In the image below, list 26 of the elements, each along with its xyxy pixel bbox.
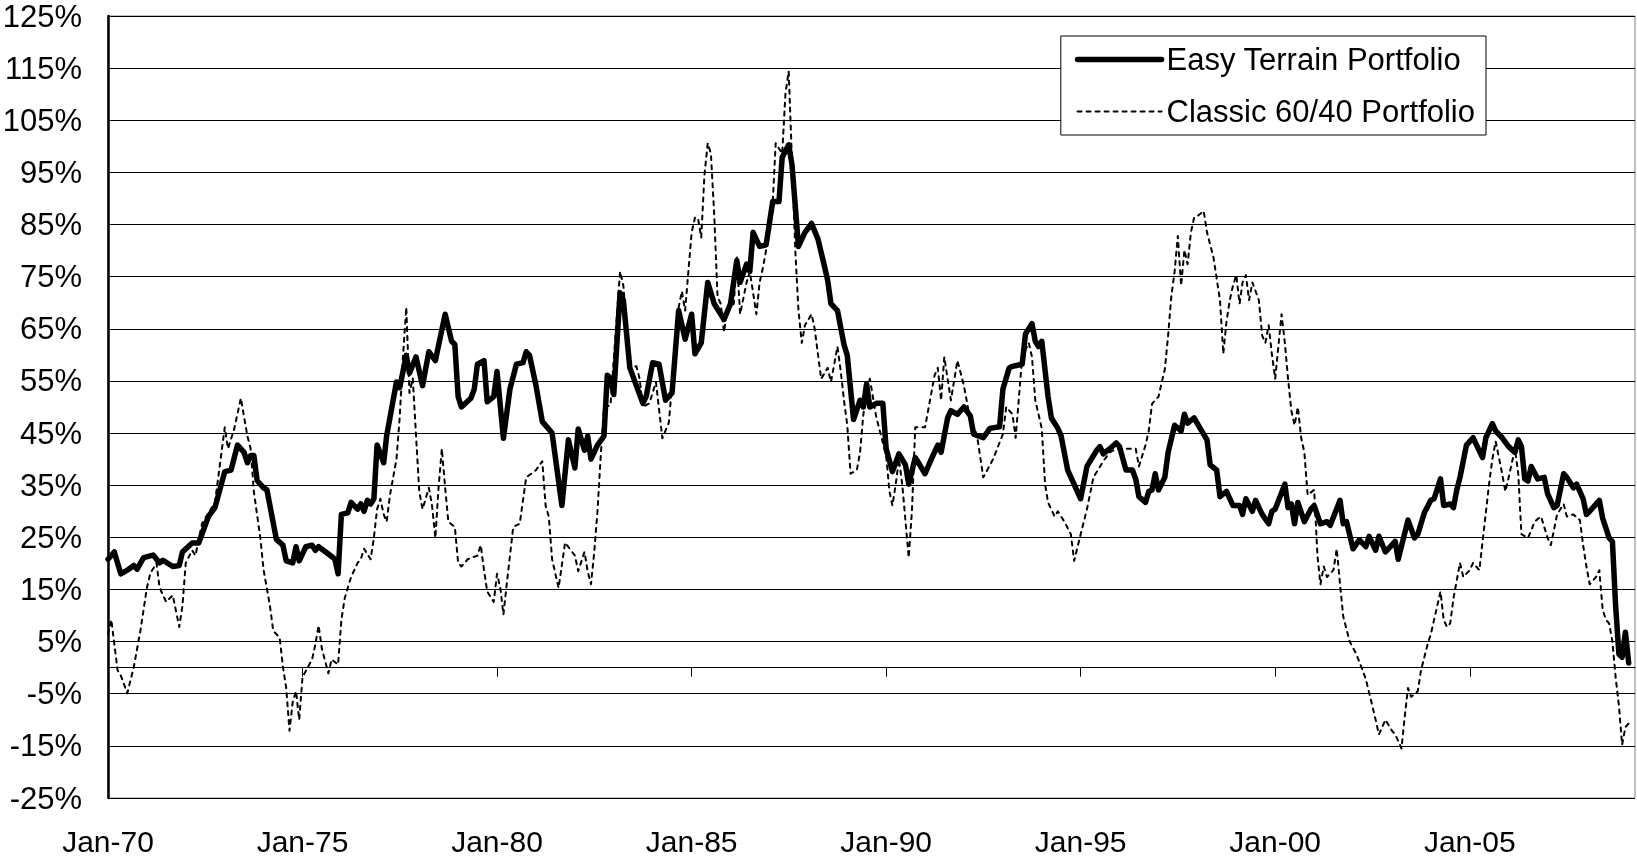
- y-tick-label: -5%: [26, 676, 82, 712]
- x-tick-label: Jan-05: [1423, 824, 1516, 858]
- y-tick-label: 75%: [19, 259, 82, 295]
- y-tick-label: 35%: [19, 467, 82, 503]
- x-tick-label: Jan-80: [451, 824, 543, 858]
- y-tick-label: 115%: [5, 50, 82, 86]
- y-tick-label: 85%: [19, 207, 82, 243]
- y-tick-label: -15%: [9, 728, 82, 764]
- y-tick-label: 65%: [19, 311, 82, 347]
- y-tick-label: 5%: [37, 624, 82, 660]
- x-tick-label: Jan-00: [1229, 824, 1322, 858]
- y-tick-label: 95%: [19, 154, 82, 190]
- y-tick-label: 55%: [19, 363, 82, 399]
- x-tick-label: Jan-70: [62, 824, 154, 858]
- x-tick-label: Jan-95: [1034, 824, 1127, 858]
- y-tick-label: 25%: [19, 519, 82, 555]
- y-tick-label: 105%: [2, 102, 82, 138]
- x-tick-label: Jan-90: [840, 824, 933, 858]
- y-tick-label: 125%: [2, 0, 82, 34]
- x-tick-label: Jan-85: [645, 824, 738, 858]
- y-tick-label: 15%: [19, 571, 82, 607]
- x-tick-label: Jan-75: [256, 824, 349, 858]
- y-tick-label: -25%: [9, 780, 82, 816]
- legend-label: Easy Terrain Portfolio: [1166, 42, 1461, 77]
- legend-label: Classic 60/40 Portfolio: [1166, 94, 1476, 129]
- y-tick-label: 45%: [19, 415, 82, 451]
